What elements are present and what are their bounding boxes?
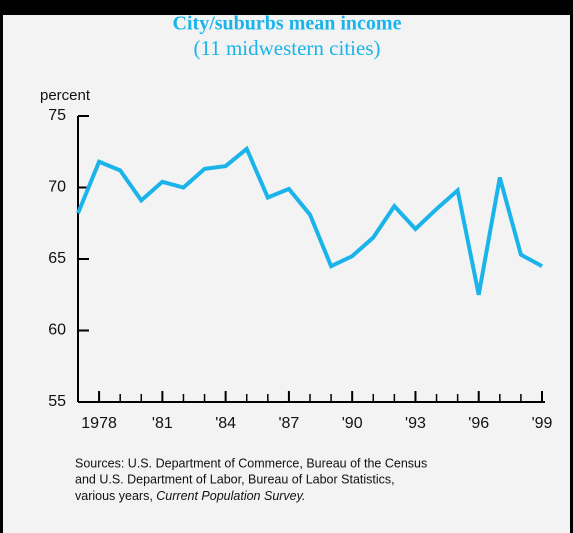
y-tick-label: 75 bbox=[48, 107, 66, 124]
y-tick-label: 55 bbox=[48, 393, 66, 410]
data-line bbox=[76, 145, 543, 296]
x-tick-label: '96 bbox=[468, 415, 489, 432]
source-line: various years, Current Population Survey… bbox=[75, 489, 305, 503]
chart-title: City/suburbs mean income bbox=[173, 13, 402, 35]
y-tick-label: 65 bbox=[48, 250, 66, 267]
source-line: and U.S. Department of Labor, Bureau of … bbox=[75, 472, 395, 486]
x-tick-label: '87 bbox=[278, 415, 299, 432]
x-tick-label: '99 bbox=[532, 415, 553, 432]
source-line: Sources: U.S. Department of Commerce, Bu… bbox=[75, 456, 427, 470]
y-tick-label: 70 bbox=[48, 179, 66, 196]
right-border bbox=[570, 0, 573, 533]
left-border bbox=[0, 0, 3, 533]
source-italic: Current Population Survey. bbox=[156, 489, 305, 503]
x-tick-label: '90 bbox=[342, 415, 363, 432]
y-axis-label: percent bbox=[40, 87, 91, 104]
source-text: various years, bbox=[75, 489, 156, 503]
x-tick-label: '84 bbox=[215, 415, 236, 432]
x-tick-label: 1978 bbox=[81, 415, 117, 432]
y-tick-label: 60 bbox=[48, 322, 66, 339]
chart-subtitle: (11 midwestern cities) bbox=[193, 36, 380, 60]
x-tick-label: '81 bbox=[152, 415, 173, 432]
top-border bbox=[0, 0, 573, 15]
x-tick-label: '93 bbox=[405, 415, 426, 432]
